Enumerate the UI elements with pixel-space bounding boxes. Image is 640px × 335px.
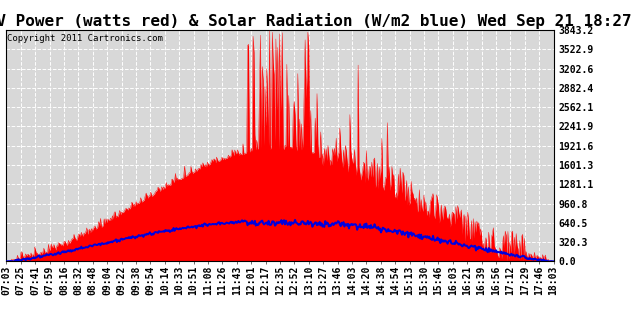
Title: Total PV Power (watts red) & Solar Radiation (W/m2 blue) Wed Sep 21 18:27: Total PV Power (watts red) & Solar Radia… (0, 13, 631, 29)
Text: Copyright 2011 Cartronics.com: Copyright 2011 Cartronics.com (8, 34, 163, 43)
